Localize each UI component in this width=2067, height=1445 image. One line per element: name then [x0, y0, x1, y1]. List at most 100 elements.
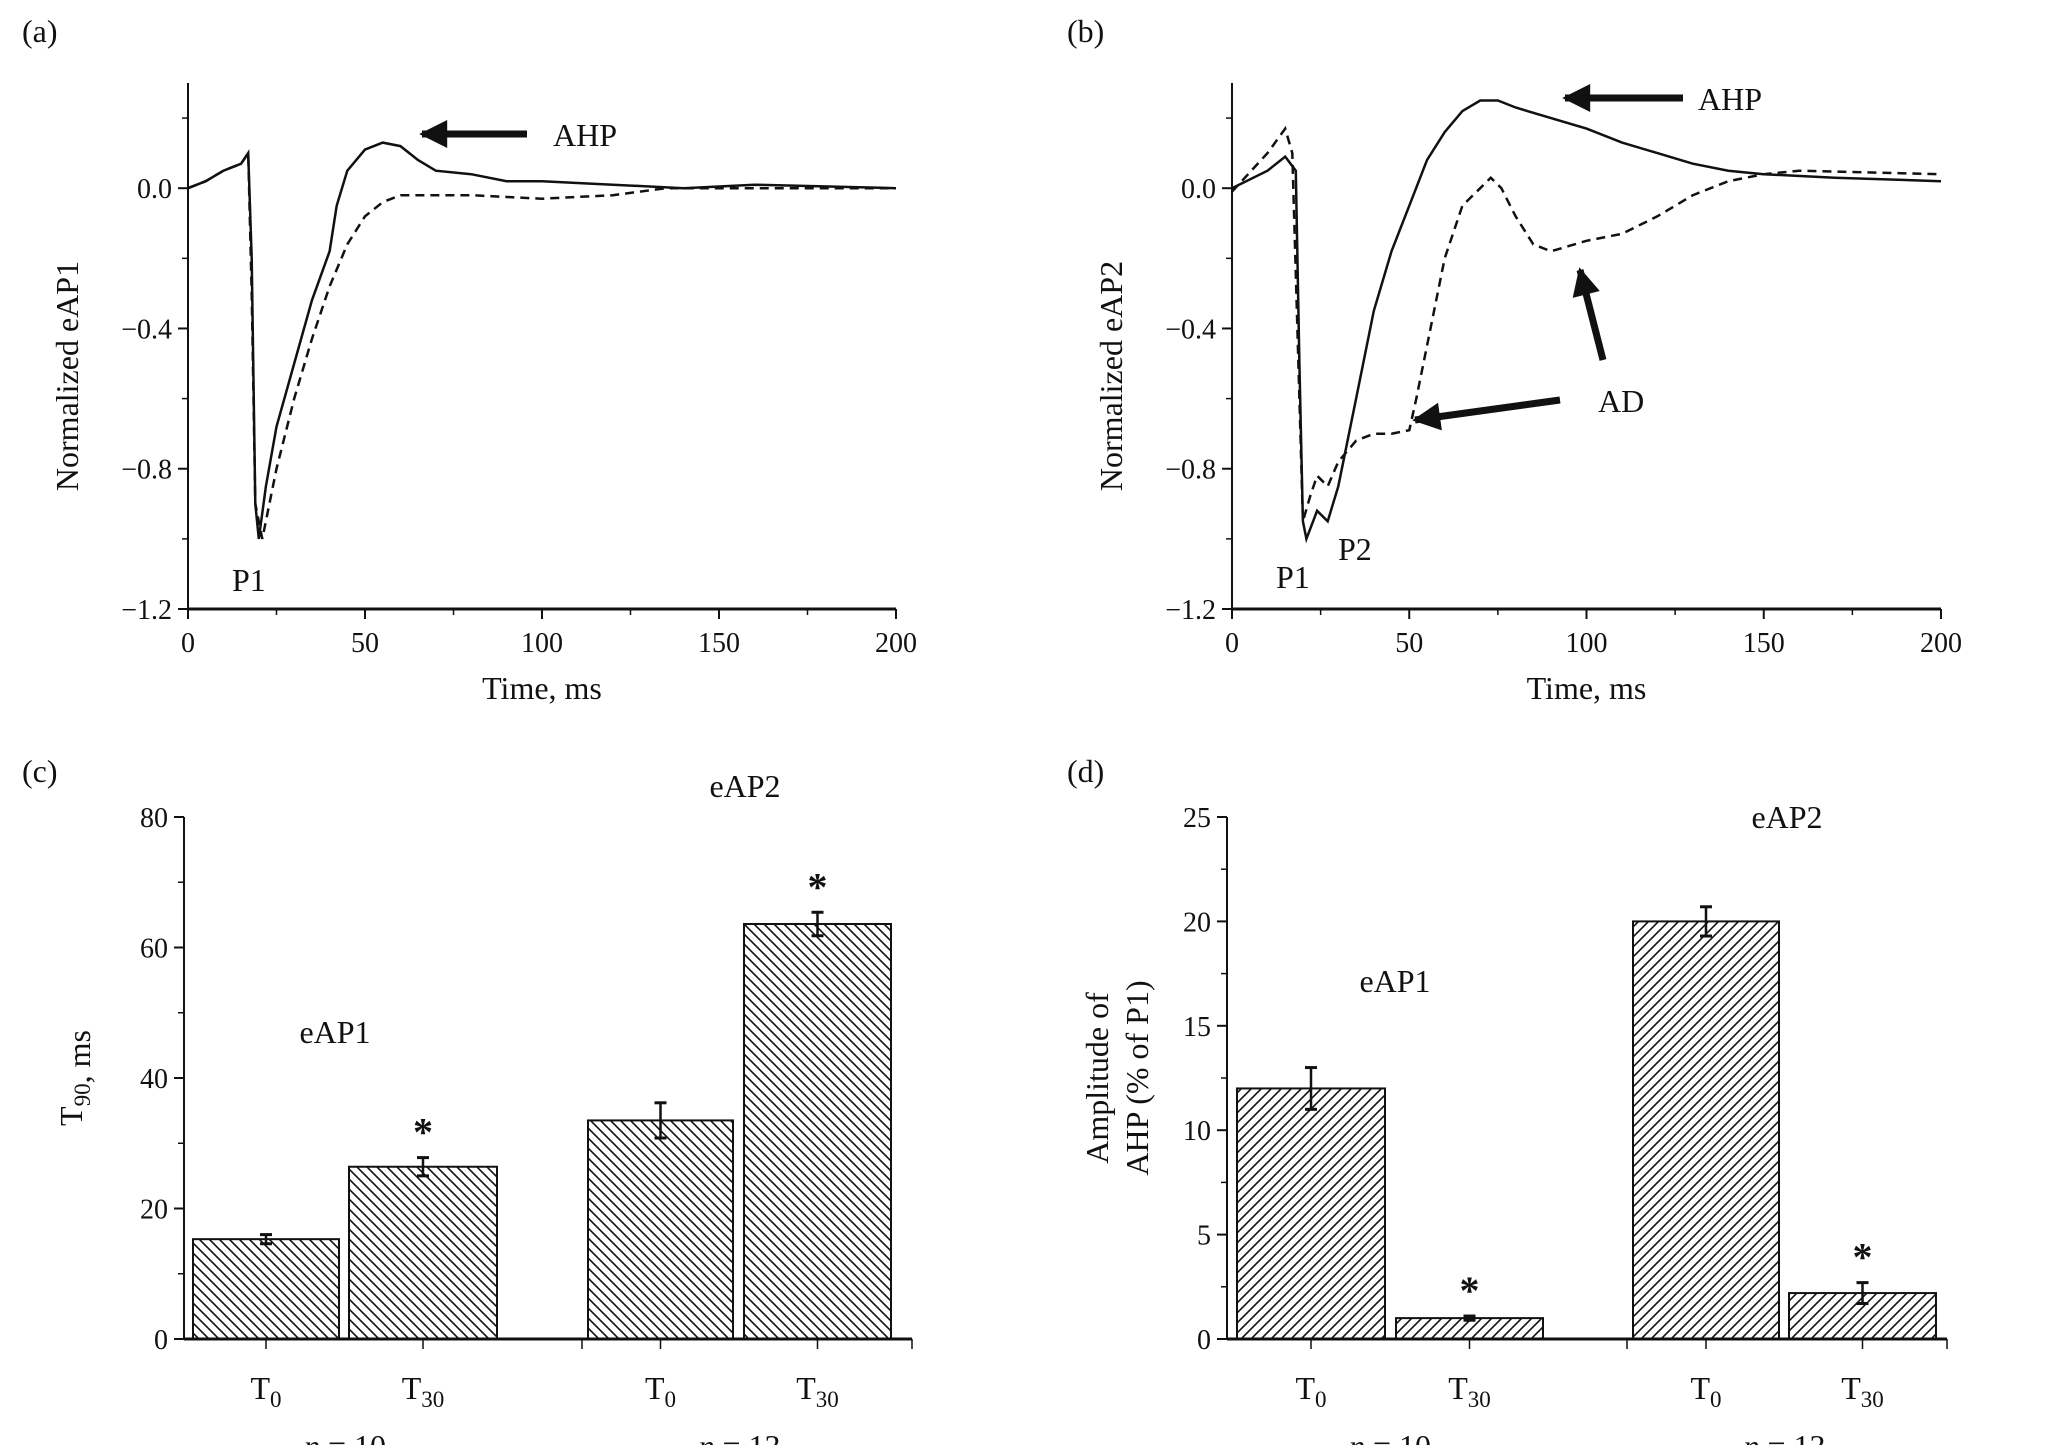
y-tick-label: 25	[1183, 803, 1211, 834]
category-label-part: T	[1295, 1370, 1315, 1406]
bar	[1236, 1087, 1386, 1340]
trace-solid	[1231, 99, 1942, 544]
significance-star: *	[1853, 1235, 1873, 1280]
annotation-ad: AD	[1598, 383, 1644, 419]
category-label-part: T	[1841, 1370, 1861, 1406]
x-tick-label: 50	[1395, 628, 1423, 659]
x-tick-label: 100	[1566, 628, 1608, 659]
panel-label: (b)	[1067, 13, 1104, 49]
x-tick-label: 200	[875, 628, 917, 659]
y-tick-label: −1.2	[1165, 595, 1216, 626]
y-axis-label-part: , ms	[61, 1030, 97, 1083]
y-tick-label: 20	[1183, 907, 1211, 938]
annotation-p1: P1	[232, 562, 266, 598]
category-label-part: 30	[816, 1386, 839, 1412]
x-tick-label: 200	[1920, 628, 1962, 659]
y-tick-label: −0.4	[121, 314, 172, 345]
y-tick-label: 60	[140, 934, 168, 965]
category-label-part: T	[1690, 1370, 1710, 1406]
y-tick-label: −0.4	[1165, 314, 1216, 345]
y-tick-label: 40	[140, 1064, 168, 1095]
panel-label: (c)	[22, 753, 58, 789]
trace-dashed	[187, 149, 896, 540]
bar	[192, 1238, 340, 1340]
x-tick-label: 0	[181, 628, 195, 659]
panel-label: (a)	[22, 13, 58, 49]
significance-star: *	[808, 864, 828, 909]
category-label-part: T	[402, 1370, 422, 1406]
significance-star: *	[1460, 1268, 1480, 1313]
y-axis-label-part: 90	[69, 1083, 95, 1106]
n-label: n = 10	[304, 1428, 386, 1445]
n-label: n = 13	[1743, 1428, 1825, 1445]
y-tick-label: 0	[1197, 1325, 1211, 1356]
n-label: n = 13	[698, 1428, 780, 1445]
n-label-part: = 13	[714, 1428, 780, 1445]
category-label-part: 0	[1315, 1386, 1327, 1412]
y-tick-label: −0.8	[1165, 455, 1216, 486]
x-tick-label: 50	[351, 628, 379, 659]
ad-arrow-2	[1572, 267, 1607, 361]
ad-arrow-1	[1412, 396, 1561, 431]
x-tick-label: 100	[521, 628, 563, 659]
y-axis-label-part: T	[53, 1106, 89, 1126]
category-label-part: T	[1448, 1370, 1468, 1406]
y-tick-label: 0.0	[137, 174, 172, 205]
trace-dashed	[1231, 125, 1942, 522]
y-tick-label: 20	[140, 1195, 168, 1226]
n-label-part: = 13	[1759, 1428, 1825, 1445]
y-axis-label-line2: AHP (% of P1)	[1119, 980, 1155, 1175]
category-label-part: T	[250, 1370, 270, 1406]
category-label: T30	[1841, 1370, 1884, 1412]
panel-b: (b) 0 50 100 150 200 0.0 −0.4 −0.8 −1.2 Time, ms No…	[1067, 13, 1962, 706]
x-axis-label: Time, ms	[482, 670, 602, 706]
n-label-part: = 10	[1365, 1428, 1431, 1445]
category-label-part: 0	[665, 1386, 677, 1412]
bar	[743, 923, 892, 1340]
category-label-part: T	[796, 1370, 816, 1406]
panel-a: (a) 0 50 100 150 200 0.0 −0.4 −0.8 −1.2 Time, ms No…	[22, 13, 917, 706]
panel-label: (d)	[1067, 753, 1104, 789]
bar	[348, 1165, 498, 1340]
n-label-part: n	[698, 1428, 714, 1445]
y-axis-label: Normalized eAP1	[49, 261, 85, 491]
category-label: T0	[250, 1370, 281, 1412]
y-tick-label: 5	[1197, 1221, 1211, 1252]
category-label-part: 30	[1468, 1386, 1491, 1412]
category-label-part: T	[645, 1370, 665, 1406]
n-label-part: n	[1349, 1428, 1365, 1445]
y-tick-label: 10	[1183, 1116, 1211, 1147]
x-tick-label: 150	[698, 628, 740, 659]
group-label: eAP2	[1751, 799, 1822, 835]
n-label: n = 10	[1349, 1428, 1431, 1445]
x-tick-label: 0	[1225, 628, 1239, 659]
n-label-part: n	[304, 1428, 320, 1445]
y-tick-label: 15	[1183, 1012, 1211, 1043]
y-tick-label: 0	[154, 1325, 168, 1356]
category-label-part: 0	[270, 1386, 282, 1412]
category-label: T30	[1448, 1370, 1491, 1412]
annotation-p1: P1	[1276, 559, 1310, 595]
group-label: eAP2	[709, 768, 780, 804]
trace-solid	[187, 141, 897, 540]
y-tick-label: −0.8	[121, 455, 172, 486]
bar	[1632, 920, 1780, 1341]
category-label: T30	[796, 1370, 839, 1412]
y-axis-label: Normalized eAP2	[1093, 261, 1129, 491]
y-tick-label: −1.2	[121, 595, 172, 626]
category-label: T0	[1690, 1370, 1721, 1412]
y-axis-label: T90, ms	[53, 1030, 97, 1126]
x-axis-label: Time, ms	[1527, 670, 1647, 706]
annotation-ahp: AHP	[553, 117, 617, 153]
group-label: eAP1	[1359, 963, 1430, 999]
annotation-p2: P2	[1338, 531, 1372, 567]
x-tick-label: 150	[1743, 628, 1785, 659]
bar	[587, 1119, 734, 1340]
category-label: T30	[402, 1370, 445, 1412]
category-label-part: 0	[1710, 1386, 1722, 1412]
category-label: T0	[645, 1370, 676, 1412]
category-label-part: 30	[421, 1386, 444, 1412]
n-label-part: = 10	[320, 1428, 386, 1445]
